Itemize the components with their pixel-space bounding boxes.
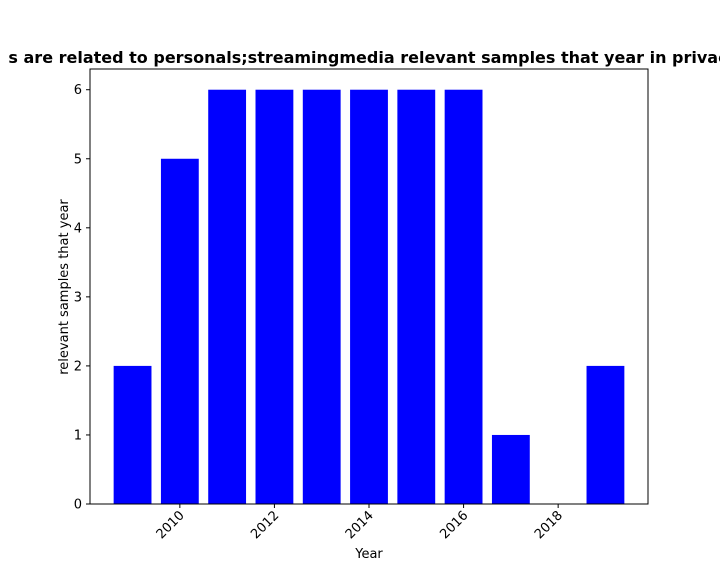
- bar-2013: [302, 89, 341, 504]
- x-tick-label: 2010: [154, 508, 188, 542]
- bar-2016: [444, 89, 483, 504]
- x-axis-label: Year: [354, 547, 383, 562]
- bars-group: [113, 89, 625, 504]
- bar-2011: [208, 89, 247, 504]
- x-tick-label: 2018: [532, 508, 566, 542]
- x-tick-label: 2012: [248, 508, 282, 542]
- y-tick-label: 3: [74, 290, 82, 305]
- y-tick-label: 2: [74, 359, 82, 374]
- x-axis: 2010 2012 2014 2016 2018: [154, 504, 566, 542]
- y-tick-label: 1: [74, 428, 82, 443]
- bar-2010: [160, 158, 199, 504]
- x-tick-label: 2016: [437, 508, 471, 542]
- bar-2009: [113, 365, 152, 504]
- y-axis: 0 1 2 3 4 5 6: [74, 83, 90, 513]
- y-tick-label: 5: [74, 152, 82, 167]
- bar-2019: [586, 365, 625, 504]
- bar-2015: [397, 89, 436, 504]
- y-tick-label: 6: [74, 83, 82, 98]
- y-tick-label: 0: [74, 498, 82, 513]
- chart-title: s are related to personals;streamingmedi…: [8, 48, 720, 67]
- x-tick-label: 2014: [343, 508, 377, 542]
- y-axis-label: relevant samples that year: [57, 199, 72, 375]
- bar-2017: [491, 434, 530, 504]
- bar-2014: [350, 89, 388, 504]
- y-tick-label: 4: [74, 221, 82, 236]
- bar-2012: [255, 89, 294, 504]
